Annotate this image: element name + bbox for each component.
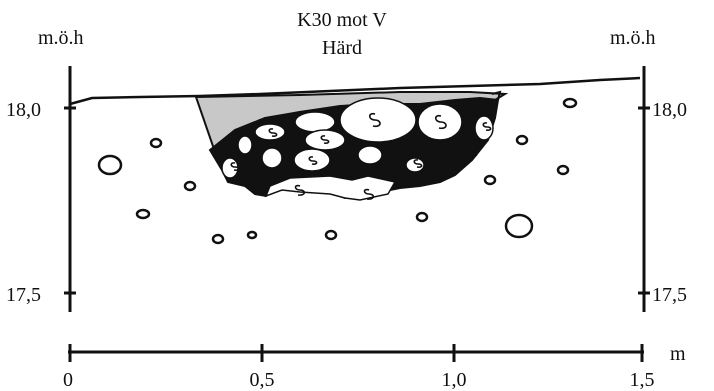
title-line-2: Härd bbox=[322, 37, 362, 59]
bottom-scale bbox=[68, 344, 644, 362]
ground-surface-line bbox=[69, 76, 641, 106]
hearth-stones bbox=[221, 97, 494, 201]
left-tick-18: 18,0 bbox=[6, 99, 41, 121]
stone-marks bbox=[230, 112, 492, 200]
stone bbox=[357, 145, 383, 165]
stone bbox=[324, 229, 338, 241]
right-tick-175: 17,5 bbox=[652, 284, 687, 306]
stone bbox=[515, 134, 529, 146]
stone bbox=[135, 208, 151, 220]
bottom-tick-0: 0 bbox=[63, 369, 73, 391]
stone bbox=[294, 111, 336, 133]
left-axis-unit: m.ö.h bbox=[38, 27, 84, 49]
stone bbox=[246, 230, 258, 240]
right-axis-unit: m.ö.h bbox=[610, 27, 656, 49]
stone bbox=[264, 175, 397, 201]
stone bbox=[261, 147, 283, 169]
stone bbox=[483, 174, 497, 186]
stone bbox=[562, 97, 578, 109]
stone bbox=[221, 157, 239, 179]
stone bbox=[149, 137, 163, 149]
bottom-tick-10: 1,0 bbox=[442, 369, 467, 391]
stone bbox=[405, 157, 425, 173]
bottom-tick-15: 1,5 bbox=[630, 369, 655, 391]
right-tick-18: 18,0 bbox=[652, 99, 687, 121]
stone bbox=[474, 115, 494, 141]
stone bbox=[504, 213, 534, 239]
bottom-axis-unit: m bbox=[670, 343, 686, 365]
edge-marks bbox=[469, 90, 502, 157]
stone bbox=[556, 164, 570, 176]
stone bbox=[97, 154, 123, 176]
stone bbox=[211, 233, 225, 245]
stone bbox=[293, 148, 331, 172]
right-axis bbox=[638, 66, 650, 312]
scattered-stones bbox=[97, 97, 578, 245]
bottom-tick-05: 0,5 bbox=[250, 369, 275, 391]
left-tick-175: 17,5 bbox=[6, 284, 41, 306]
stone bbox=[415, 211, 429, 223]
stone bbox=[237, 135, 253, 155]
stone bbox=[183, 180, 197, 192]
left-axis bbox=[64, 66, 76, 312]
title-line-1: K30 mot V bbox=[297, 9, 387, 31]
